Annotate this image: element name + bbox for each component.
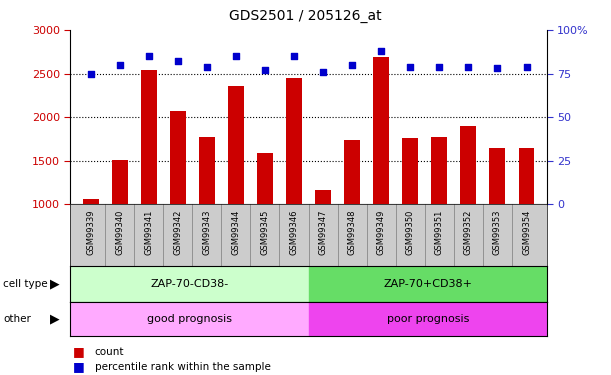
- Text: ■: ■: [73, 345, 85, 358]
- Bar: [344, 140, 360, 204]
- Text: GSM99348: GSM99348: [348, 209, 357, 255]
- Point: [115, 62, 125, 68]
- Bar: [286, 78, 302, 204]
- Text: count: count: [95, 347, 124, 357]
- Point: [260, 67, 270, 73]
- Point: [522, 64, 532, 70]
- Point: [405, 64, 415, 70]
- Bar: [431, 137, 447, 204]
- Bar: [373, 57, 389, 204]
- Text: GSM99341: GSM99341: [144, 209, 153, 255]
- Text: cell type: cell type: [3, 279, 48, 289]
- Text: GSM99352: GSM99352: [464, 209, 473, 255]
- Text: GSM99340: GSM99340: [115, 209, 124, 255]
- Point: [434, 64, 444, 70]
- Text: GSM99347: GSM99347: [318, 209, 327, 255]
- Text: GSM99349: GSM99349: [377, 209, 386, 255]
- Text: good prognosis: good prognosis: [147, 314, 232, 324]
- Bar: [309, 302, 547, 336]
- Text: ZAP-70+CD38+: ZAP-70+CD38+: [383, 279, 472, 289]
- Point: [86, 70, 95, 76]
- Text: GDS2501 / 205126_at: GDS2501 / 205126_at: [229, 9, 382, 23]
- Text: percentile rank within the sample: percentile rank within the sample: [95, 362, 271, 372]
- Text: GSM99353: GSM99353: [493, 209, 502, 255]
- Bar: [461, 126, 477, 204]
- Bar: [112, 160, 128, 204]
- Text: GSM99339: GSM99339: [86, 209, 95, 255]
- Bar: [141, 70, 156, 204]
- Text: poor prognosis: poor prognosis: [387, 314, 469, 324]
- Text: ■: ■: [73, 360, 85, 373]
- Bar: [228, 86, 244, 204]
- Text: GSM99343: GSM99343: [202, 209, 211, 255]
- Text: other: other: [3, 314, 31, 324]
- Text: ▶: ▶: [50, 312, 60, 325]
- Point: [231, 53, 241, 59]
- Text: GSM99354: GSM99354: [522, 209, 531, 255]
- Bar: [309, 266, 547, 302]
- Bar: [519, 148, 535, 204]
- Bar: [402, 138, 419, 204]
- Bar: [70, 302, 309, 336]
- Point: [492, 65, 502, 71]
- Text: GSM99346: GSM99346: [290, 209, 299, 255]
- Text: GSM99342: GSM99342: [174, 209, 182, 255]
- Bar: [70, 266, 309, 302]
- Point: [347, 62, 357, 68]
- Point: [464, 64, 474, 70]
- Point: [144, 53, 153, 59]
- Bar: [489, 148, 505, 204]
- Bar: [170, 111, 186, 204]
- Bar: [82, 199, 98, 204]
- Point: [376, 48, 386, 54]
- Text: ▶: ▶: [50, 278, 60, 291]
- Point: [289, 53, 299, 59]
- Text: GSM99344: GSM99344: [232, 209, 240, 255]
- Point: [318, 69, 328, 75]
- Point: [202, 64, 212, 70]
- Point: [173, 58, 183, 64]
- Bar: [199, 137, 215, 204]
- Bar: [315, 190, 331, 204]
- Text: GSM99351: GSM99351: [435, 209, 444, 255]
- Text: GSM99345: GSM99345: [260, 209, 269, 255]
- Bar: [257, 153, 273, 204]
- Text: GSM99350: GSM99350: [406, 209, 415, 255]
- Text: ZAP-70-CD38-: ZAP-70-CD38-: [150, 279, 229, 289]
